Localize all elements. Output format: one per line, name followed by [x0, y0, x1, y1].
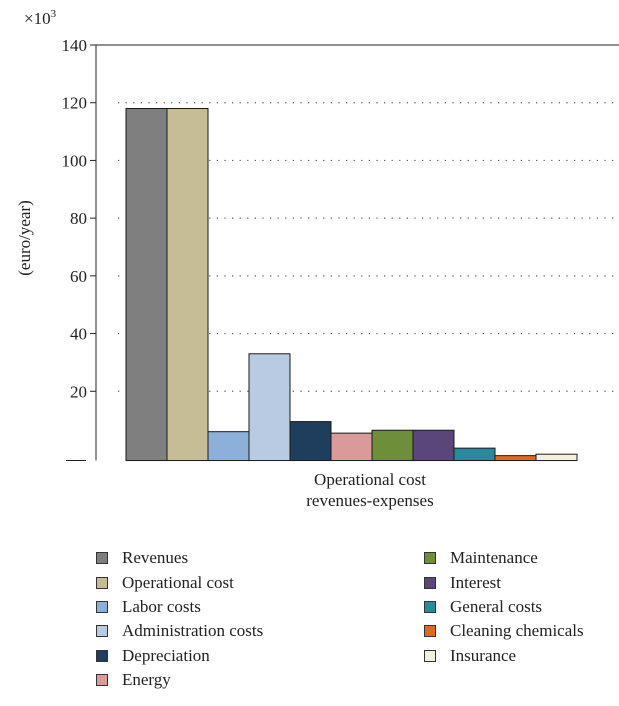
legend-item: Administration costs [96, 619, 263, 643]
y-tick-label: 140 [62, 36, 88, 55]
legend-swatch [96, 625, 108, 638]
legend-swatch [96, 600, 108, 613]
legend-item: Insurance [424, 644, 584, 668]
legend-swatch [96, 674, 108, 687]
legend-item: Labor costs [96, 595, 263, 619]
legend-item: Operational cost [96, 570, 263, 594]
bar-energy [330, 432, 373, 462]
y-tick-label: 80 [70, 209, 87, 228]
bar-interest [412, 429, 455, 462]
bar-cleaning-chemicals [494, 455, 537, 462]
legend-swatch [424, 576, 436, 589]
y-tick-label: 100 [62, 151, 88, 170]
legend-column-left: Revenues Operational cost Labor costs Admin… [96, 546, 263, 692]
bar-depreciation [289, 421, 332, 462]
legend-label: Operational cost [122, 572, 234, 592]
x-axis-label-line-2: revenues-expenses [306, 491, 433, 510]
y-tick-label: 40 [70, 325, 87, 344]
legend-item: Cleaning chemicals [424, 619, 584, 643]
bar-labor-costs [207, 431, 250, 462]
legend-label: Interest [450, 572, 501, 592]
bar-chart: ×103 (euro/year) 20 40 60 80 100 120 140 Opera… [15, 8, 619, 510]
legend-column-right: Maintenance Interest General costs Cleaning… [424, 546, 584, 668]
y-axis-multiplier: ×103 [24, 8, 57, 28]
bar-operational-cost [166, 107, 209, 462]
legend-label: Energy [122, 670, 171, 690]
bar-general-costs [453, 447, 496, 462]
legend-item: Maintenance [424, 546, 584, 570]
y-axis-label: (euro/year) [15, 200, 34, 276]
legend-swatch [424, 600, 436, 613]
y-tick-label: 120 [62, 94, 88, 113]
legend-item: General costs [424, 595, 584, 619]
y-tick-label: 20 [70, 382, 87, 401]
x-axis-label-line-1: Operational cost [314, 470, 426, 489]
legend-label: Labor costs [122, 596, 201, 616]
legend-item: Revenues [96, 546, 263, 570]
legend-swatch [96, 552, 108, 565]
legend-swatch [424, 552, 436, 565]
legend-item: Depreciation [96, 644, 263, 668]
legend-swatch [424, 649, 436, 662]
legend-label: Depreciation [122, 645, 210, 665]
legend-label: General costs [450, 596, 543, 616]
legend-swatch [96, 649, 108, 662]
bar-insurance [535, 453, 578, 462]
legend-swatch [96, 576, 108, 589]
bar-maintenance [371, 429, 414, 462]
legend-item: Interest [424, 570, 584, 594]
y-tick-label: 60 [70, 267, 87, 286]
legend-label: Administration costs [122, 621, 264, 641]
legend-swatch [424, 625, 436, 638]
legend-label: Insurance [450, 645, 517, 665]
legend-item: Energy [96, 668, 263, 692]
legend-label: Cleaning chemicals [450, 621, 584, 641]
legend-label: Maintenance [450, 548, 538, 568]
bar-administration-costs [248, 353, 291, 462]
legend-label: Revenues [122, 548, 189, 568]
bar-revenues [125, 107, 168, 462]
